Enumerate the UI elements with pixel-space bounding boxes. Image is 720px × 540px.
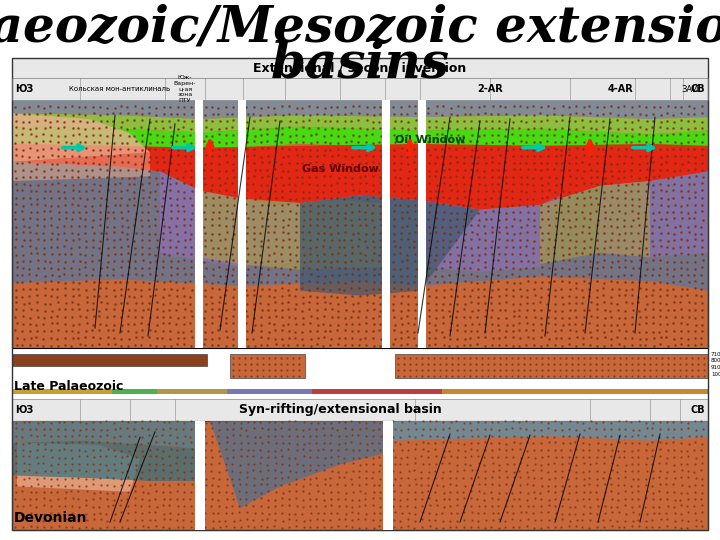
Bar <box>383 421 393 530</box>
Text: Oil Window: Oil Window <box>395 135 465 145</box>
Bar <box>12 58 708 530</box>
Polygon shape <box>393 421 708 441</box>
Polygon shape <box>12 100 708 119</box>
Polygon shape <box>12 441 195 481</box>
Bar <box>12 100 708 348</box>
Polygon shape <box>160 172 300 267</box>
Text: ЮЗ: ЮЗ <box>15 84 33 94</box>
Text: СВ: СВ <box>690 84 705 94</box>
Polygon shape <box>17 443 140 492</box>
Polygon shape <box>540 181 650 264</box>
Polygon shape <box>210 421 383 508</box>
Text: Palaeozoic/Mesozoic extensional: Palaeozoic/Mesozoic extensional <box>0 3 720 52</box>
Polygon shape <box>12 144 708 210</box>
Bar <box>12 58 708 78</box>
Bar <box>230 354 305 378</box>
Bar <box>395 354 708 378</box>
Bar <box>195 100 203 348</box>
Text: 8000: 8000 <box>711 359 720 363</box>
Bar <box>12 399 708 421</box>
Bar <box>12 389 112 394</box>
Polygon shape <box>12 152 150 181</box>
Bar <box>12 421 708 530</box>
Bar <box>382 100 390 348</box>
Polygon shape <box>300 195 480 295</box>
Text: 2-AR: 2-AR <box>477 84 503 94</box>
Text: Gas Window: Gas Window <box>302 164 379 174</box>
Bar <box>12 78 708 100</box>
Text: Extensional / second inversion: Extensional / second inversion <box>253 62 467 75</box>
Polygon shape <box>420 195 560 272</box>
Text: 10000: 10000 <box>711 372 720 377</box>
Text: ЗАИ: ЗАИ <box>681 84 698 93</box>
Text: СВ: СВ <box>690 405 705 415</box>
Polygon shape <box>12 162 708 291</box>
Bar <box>157 389 227 394</box>
Text: 4-AR: 4-AR <box>607 84 633 94</box>
Polygon shape <box>12 127 708 150</box>
Text: ЮЗ: ЮЗ <box>15 405 33 415</box>
Text: 9100: 9100 <box>711 365 720 370</box>
Bar <box>312 389 442 394</box>
Bar <box>12 354 207 366</box>
Bar <box>227 389 312 394</box>
Polygon shape <box>12 113 708 134</box>
Text: Юж-
Варен-
ц-ая
зона
ПТУ: Юж- Варен- ц-ая зона ПТУ <box>174 75 196 103</box>
Polygon shape <box>600 172 708 258</box>
Text: Late Palaeozoic: Late Palaeozoic <box>14 380 123 393</box>
Bar <box>442 389 708 394</box>
Bar <box>418 100 426 348</box>
Text: Syn-rifting/extensional basin: Syn-rifting/extensional basin <box>238 403 441 416</box>
Text: Devonian: Devonian <box>14 511 88 525</box>
Bar <box>112 389 157 394</box>
Text: 7100: 7100 <box>711 352 720 356</box>
Bar <box>238 100 246 348</box>
Text: basins: basins <box>271 39 449 89</box>
Polygon shape <box>12 421 195 448</box>
Text: Кольская мон-антиклиналь: Кольская мон-антиклиналь <box>69 86 171 92</box>
Polygon shape <box>12 113 150 162</box>
Bar <box>195 421 205 530</box>
Polygon shape <box>200 191 380 270</box>
